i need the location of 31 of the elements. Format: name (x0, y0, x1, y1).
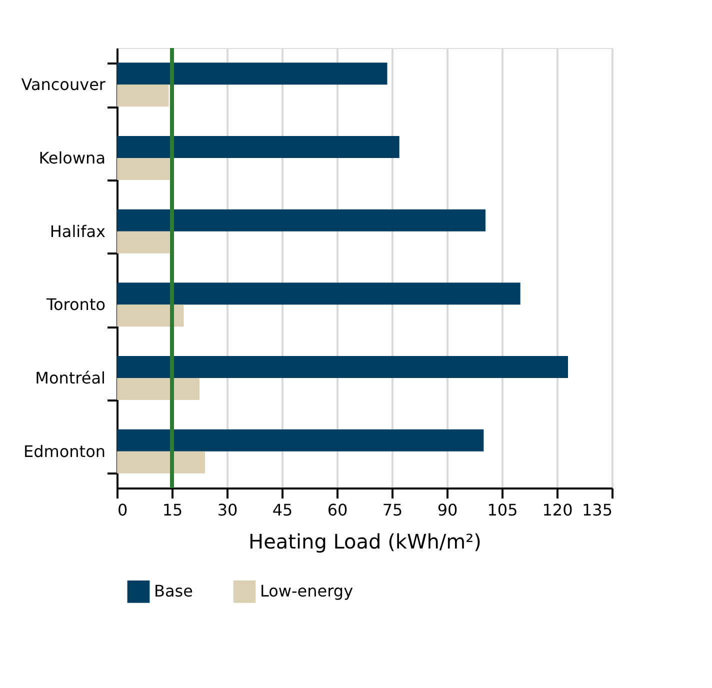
x-axis-title: Heating Load (kWh/m²) (248, 530, 482, 554)
bar (117, 209, 486, 232)
bar (117, 356, 568, 378)
bar (117, 378, 200, 400)
x-tick-label: 15 (162, 500, 183, 520)
x-tick-label: 105 (487, 500, 518, 520)
x-tick-label: 60 (327, 500, 348, 520)
y-tick-label: Toronto (45, 295, 106, 314)
x-tick-label: 30 (217, 500, 238, 520)
x-tick-label: 45 (272, 500, 293, 520)
y-tick-label: Montréal (35, 368, 106, 388)
bar (117, 282, 520, 305)
legend-label: Base (154, 582, 193, 601)
bar (117, 136, 400, 158)
y-tick-label: Kelowna (38, 148, 106, 168)
x-tick-label: 120 (542, 500, 573, 520)
x-tick-label: 75 (382, 500, 403, 520)
bar (117, 62, 388, 85)
x-tick-label: 0 (118, 500, 128, 520)
legend-label: Low-energy (260, 582, 354, 601)
bar (117, 84, 169, 107)
x-tick-label: 135 (582, 500, 612, 520)
bar (117, 304, 184, 327)
y-tick-label: Halifax (50, 222, 106, 241)
y-tick-label: Vancouver (21, 75, 106, 94)
y-tick-label: Edmonton (24, 442, 106, 461)
bar (117, 451, 205, 474)
bar (117, 158, 170, 180)
x-tick-label: 90 (437, 500, 458, 520)
bar (117, 429, 484, 452)
bar (117, 231, 170, 254)
